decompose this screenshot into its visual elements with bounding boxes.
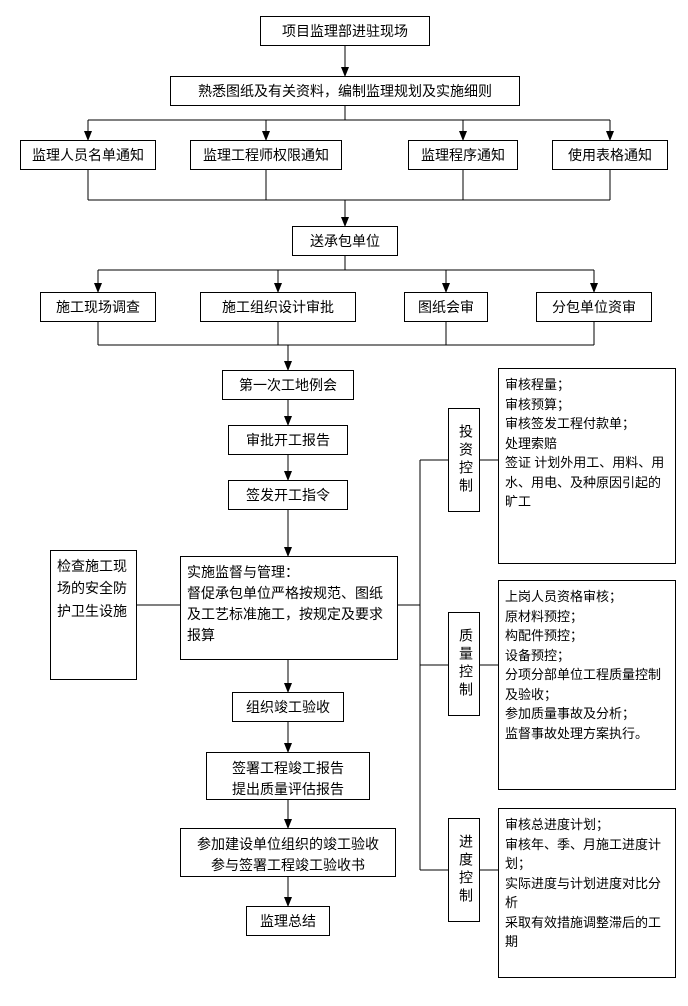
node-construction-org-approval: 施工组织设计审批 [200, 292, 356, 322]
node-engineer-authority-notice: 监理工程师权限通知 [190, 140, 342, 170]
node-issue-start-order: 签发开工指令 [228, 480, 348, 510]
node-use-forms-notice: 使用表格通知 [552, 140, 668, 170]
node-subcontractor-qualification: 分包单位资审 [536, 292, 652, 322]
node-send-contractor: 送承包单位 [292, 226, 398, 256]
label-progress-control: 进度控制 [448, 818, 480, 922]
node-personnel-notice: 监理人员名单通知 [20, 140, 156, 170]
node-drawing-review: 图纸会审 [404, 292, 488, 322]
node-organize-acceptance: 组织竣工验收 [232, 692, 344, 722]
node-project-enter: 项目监理部进驻现场 [260, 16, 430, 46]
node-participate-acceptance: 参加建设单位组织的竣工验收 参与签署工程竣工验收书 [180, 828, 396, 877]
node-supervision-summary: 监理总结 [246, 906, 330, 936]
node-procedure-notice: 监理程序通知 [408, 140, 518, 170]
node-approve-start-report: 审批开工报告 [228, 425, 348, 455]
detail-quality-control: 上岗人员资格审核； 原材料预控； 构配件预控； 设备预控； 分项分部单位工程质量… [498, 580, 676, 790]
node-site-survey: 施工现场调查 [40, 292, 156, 322]
detail-progress-control: 审核总进度计划； 审核年、季、月施工进度计划； 实际进度与计划进度对比分析 采取… [498, 808, 676, 978]
node-supervise-manage: 实施监督与管理： 督促承包单位严格按规范、图纸及工艺标准施工，按规定及要求报算 [180, 556, 398, 660]
detail-investment-control: 审核程量； 审核预算； 审核签发工程付款单； 处理索赔 签证 计划外用工、用料、… [498, 368, 676, 564]
node-sign-completion-report: 签署工程竣工报告 提出质量评估报告 [206, 752, 370, 800]
node-check-safety: 检查施工现场的安全防护卫生设施 [50, 550, 137, 680]
node-first-site-meeting: 第一次工地例会 [222, 370, 354, 400]
label-quality-control: 质量控制 [448, 612, 480, 716]
label-investment-control: 投资控制 [448, 408, 480, 512]
node-study-drawings: 熟悉图纸及有关资料，编制监理规划及实施细则 [170, 76, 520, 106]
